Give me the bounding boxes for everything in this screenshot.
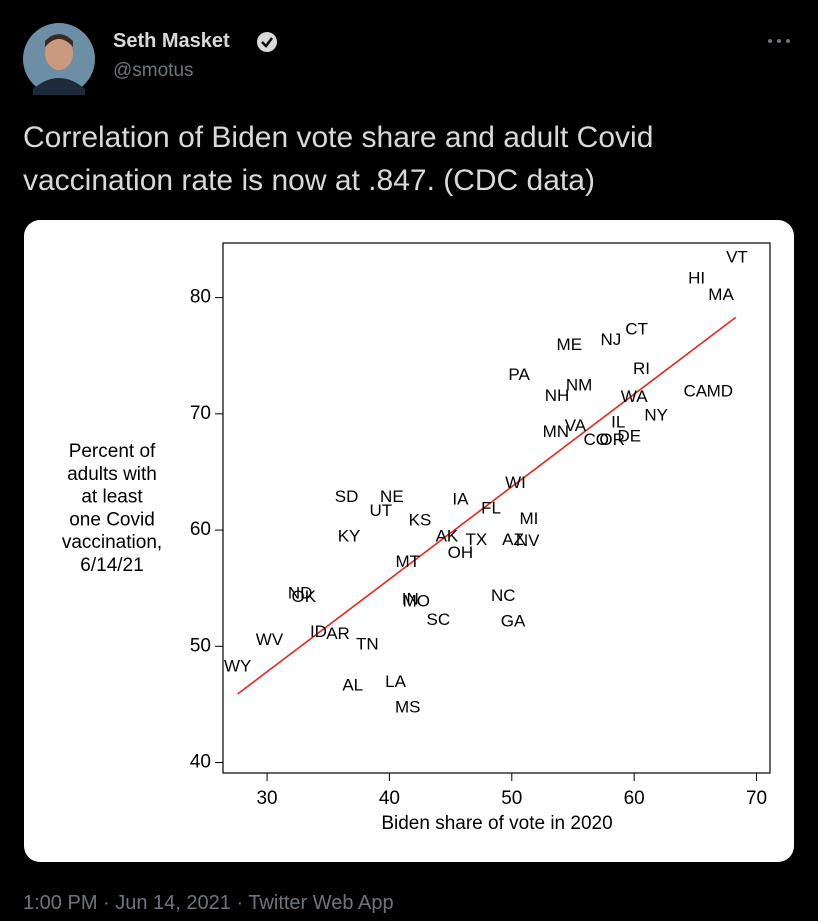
y-tick-label: 80 (190, 287, 211, 308)
state-label: GA (501, 611, 526, 630)
fit-line (237, 316, 737, 695)
state-label: OH (448, 543, 474, 562)
x-tick-label: 70 (746, 788, 767, 809)
state-label: DE (617, 427, 641, 446)
tweet-footer: 1:00 PM · Jun 14, 2021 · Twitter Web App (23, 892, 394, 914)
state-label: UT (370, 501, 393, 520)
chart: 30 40 50 60 70 40 50 60 70 80 Biden share of vote … (62, 242, 771, 834)
state-label: IN (402, 589, 419, 608)
y-axis-title: one Covid (69, 509, 155, 530)
state-label: LA (385, 672, 406, 691)
x-tick-label: 30 (256, 788, 277, 809)
state-label: IL (611, 413, 625, 432)
state-label: WI (505, 473, 526, 492)
state-label: NM (566, 375, 592, 394)
state-label: CO (583, 430, 609, 449)
state-label: MD (707, 381, 733, 400)
verified-badge (257, 32, 277, 52)
state-label: FL (481, 499, 501, 518)
more-button[interactable] (766, 36, 794, 46)
state-label: NH (545, 386, 570, 405)
avatar[interactable] (23, 23, 95, 95)
state-label: ME (557, 335, 583, 354)
tweet-text: Correlation of Biden vote share and adul… (23, 121, 654, 154)
chart-card[interactable]: 30 40 50 60 70 40 50 60 70 80 Biden share of vote … (24, 220, 794, 862)
x-tick-label: 50 (501, 788, 522, 809)
state-label: MN (543, 422, 569, 441)
state-label: SC (427, 610, 451, 629)
state-label: TX (465, 530, 487, 549)
state-label: WA (621, 387, 648, 406)
state-label: AR (326, 624, 350, 643)
tweet-text: vaccination rate is now at .847. (CDC da… (23, 164, 595, 197)
state-label: NV (516, 531, 540, 550)
y-tick-label: 70 (190, 403, 211, 424)
state-label: SD (335, 487, 359, 506)
state-label: WY (224, 657, 251, 676)
state-label: HI (688, 269, 705, 288)
state-label: ID (310, 622, 327, 641)
state-label: NC (491, 586, 516, 605)
state-label: VT (726, 248, 748, 267)
state-label: ND (288, 583, 313, 602)
state-label: MT (396, 552, 421, 571)
state-label: OK (291, 587, 316, 606)
y-axis-title: vaccination, (62, 532, 162, 553)
state-label: OR (599, 430, 625, 449)
state-label: NE (380, 487, 404, 506)
y-axis-title: 6/14/21 (80, 555, 143, 576)
state-label: IA (452, 489, 469, 508)
x-tick-label: 60 (624, 788, 645, 809)
y-axis-title: Percent of (69, 441, 156, 462)
state-label: AL (342, 675, 363, 694)
state-label: AK (436, 527, 459, 546)
author-name[interactable]: Seth Masket (113, 30, 230, 52)
state-label: MA (708, 285, 734, 304)
state-label: MI (519, 509, 538, 528)
y-axis-title: adults with (67, 464, 157, 485)
state-label: PA (508, 365, 530, 384)
y-tick-label: 40 (190, 752, 211, 773)
y-tick-label: 60 (190, 519, 211, 540)
state-label: MS (395, 697, 421, 716)
state-label: KS (409, 510, 432, 529)
x-axis-title: Biden share of vote in 2020 (381, 813, 612, 834)
y-axis-title: at least (81, 487, 143, 508)
plot-frame (222, 242, 771, 774)
state-label: RI (633, 359, 650, 378)
state-label: MO (403, 592, 430, 611)
state-label: AZ (502, 530, 524, 549)
x-tick-label: 40 (379, 788, 400, 809)
state-label: WV (256, 630, 284, 649)
state-label: CA (684, 381, 708, 400)
state-label: CT (625, 320, 648, 339)
state-label: NJ (601, 330, 622, 349)
state-label: TN (356, 635, 379, 654)
state-label: NY (644, 406, 668, 425)
state-label: VA (565, 416, 587, 435)
y-tick-label: 50 (190, 635, 211, 656)
author-handle[interactable]: @smotus (113, 60, 194, 81)
state-label: KY (338, 527, 361, 546)
